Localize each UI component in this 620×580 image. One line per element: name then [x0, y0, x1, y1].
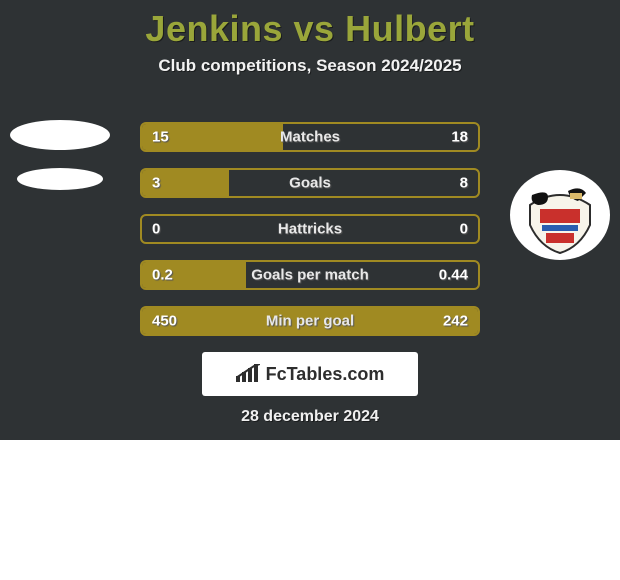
- vs-label: vs: [294, 8, 335, 49]
- page-title: Jenkins vs Hulbert: [0, 0, 620, 56]
- stat-label: Goals: [289, 175, 331, 192]
- stat-label: Hattricks: [278, 221, 342, 238]
- stat-value-left: 15: [152, 129, 169, 146]
- stat-value-right: 18: [451, 129, 468, 146]
- club-crest: [510, 170, 610, 260]
- logo-shape: [17, 168, 103, 190]
- stat-label: Matches: [280, 129, 340, 146]
- stat-value-left: 450: [152, 313, 177, 330]
- comparison-card: Jenkins vs Hulbert Club competitions, Se…: [0, 0, 620, 440]
- stat-label: Goals per match: [251, 267, 369, 284]
- stat-value-right: 8: [460, 175, 468, 192]
- stat-value-right: 0: [460, 221, 468, 238]
- stat-label: Min per goal: [266, 313, 354, 330]
- stat-row: 3 Goals 8: [140, 168, 480, 198]
- stat-row: 15 Matches 18: [140, 122, 480, 152]
- logo-right: [510, 170, 610, 260]
- stat-value-right: 0.44: [439, 267, 468, 284]
- stat-value-left: 0: [152, 221, 160, 238]
- logo-left: [10, 110, 110, 200]
- stat-row: 450 Min per goal 242: [140, 306, 480, 336]
- brand-label: FcTables.com: [266, 364, 385, 385]
- player1-name: Jenkins: [145, 8, 283, 49]
- brand-badge[interactable]: FcTables.com: [202, 352, 418, 396]
- stat-value-left: 0.2: [152, 267, 173, 284]
- stat-row: 0.2 Goals per match 0.44: [140, 260, 480, 290]
- crest-icon: [520, 175, 600, 255]
- player2-name: Hulbert: [345, 8, 475, 49]
- logo-shape: [10, 120, 110, 150]
- date-label: 28 december 2024: [241, 408, 379, 426]
- comparison-bars: 15 Matches 18 3 Goals 8 0 Hattricks 0 0.2 Goals pe…: [140, 122, 480, 352]
- stat-row: 0 Hattricks 0: [140, 214, 480, 244]
- stat-value-left: 3: [152, 175, 160, 192]
- stat-value-right: 242: [443, 313, 468, 330]
- subtitle: Club competitions, Season 2024/2025: [0, 56, 620, 76]
- bars-icon: [236, 364, 260, 384]
